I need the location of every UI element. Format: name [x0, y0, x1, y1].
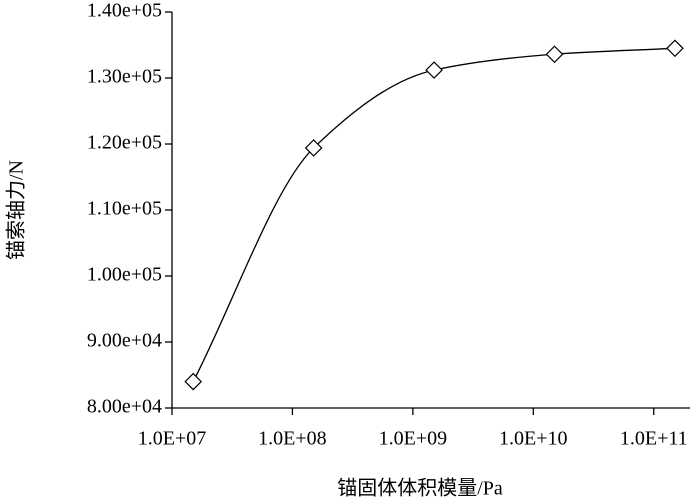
x-axis-title: 锚固体体积模量/Pa	[337, 477, 503, 500]
y-axis-title: 锚索轴力/N	[5, 160, 28, 260]
x-tick-label: 1.0E+09	[379, 428, 448, 450]
marker	[666, 39, 684, 58]
y-tick-label: 1.20e+05	[87, 132, 162, 154]
y-tick-label: 1.00e+05	[87, 264, 162, 286]
x-tick-label: 1.0E+08	[258, 428, 327, 450]
marker	[184, 372, 203, 391]
y-tick-label: 1.30e+05	[87, 66, 162, 88]
y-tick-label: 1.10e+05	[87, 198, 162, 220]
x-tick-label: 1.0E+07	[138, 428, 207, 450]
x-tick-label: 1.0E+10	[499, 428, 568, 450]
y-tick-label: 1.40e+05	[87, 0, 162, 22]
line	[192, 47, 675, 382]
marker	[304, 139, 323, 157]
marker	[425, 61, 443, 79]
y-tick-label: 9.00e+04	[87, 330, 162, 352]
x-tick-label: 1.0E+11	[620, 428, 688, 450]
marker	[545, 45, 564, 64]
y-tick-label: 8.00e+04	[87, 396, 162, 418]
